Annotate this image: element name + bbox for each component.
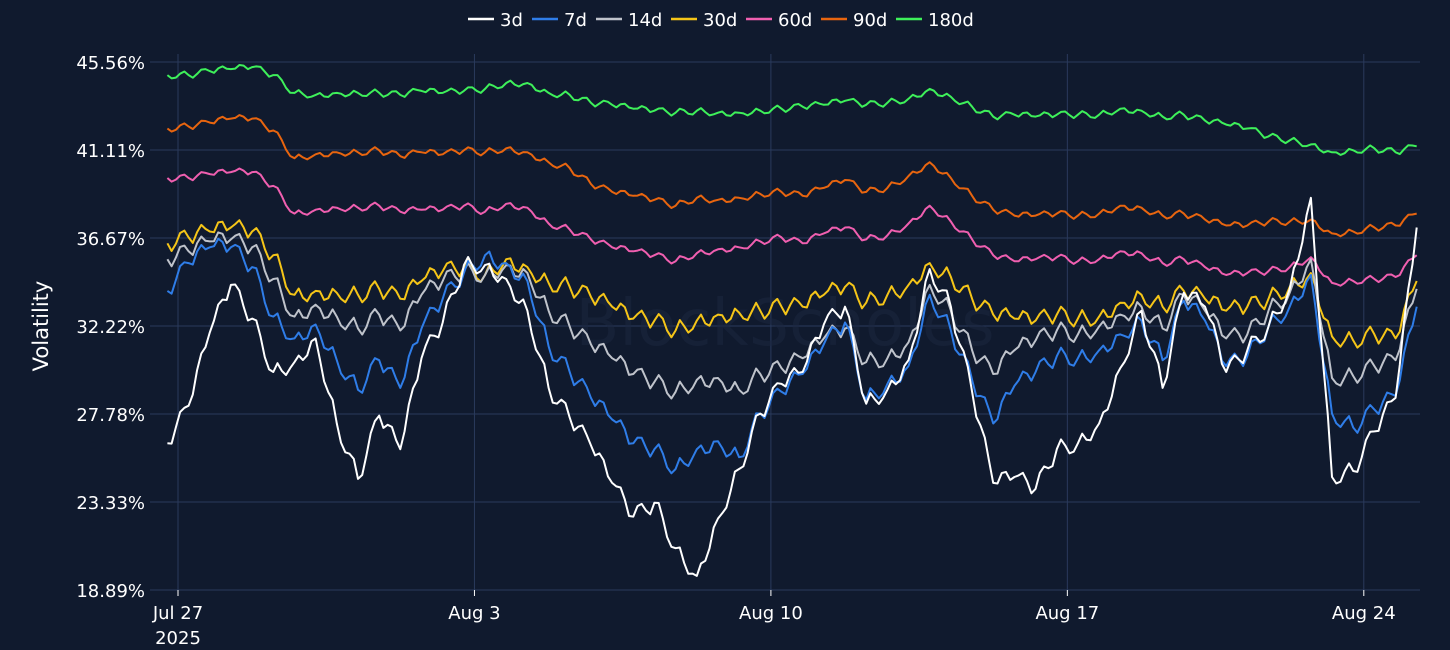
series-line-30d (166, 219, 1418, 349)
y-tick-label: 32.22% (76, 317, 145, 338)
y-axis: 18.89% 23.33% 27.78% 32.22% 36.67% 41.11% 45.5… (76, 53, 145, 602)
y-tick-label: 45.56% (76, 53, 145, 74)
legend-label: 7d (564, 10, 587, 31)
x-tick-label: Aug 3 (448, 603, 500, 624)
legend-item-60d[interactable]: 60d (746, 10, 812, 31)
y-tick-label: 41.11% (76, 141, 145, 162)
series-line-90d (166, 114, 1417, 238)
y-tick-label: 23.33% (76, 493, 145, 514)
y-tick-label: 36.67% (76, 229, 145, 250)
series-line-3d (167, 196, 1418, 577)
legend-item-14d[interactable]: 14d (596, 10, 662, 31)
x-tick-sublabel: 2025 (155, 628, 201, 649)
series-line-180d (166, 64, 1417, 156)
x-tick-label: Aug 10 (739, 603, 803, 624)
x-tick-label: Jul 27 (152, 603, 203, 624)
x-tick-label: Aug 17 (1035, 603, 1099, 624)
legend-label: 30d (703, 10, 737, 31)
legend-item-3d[interactable]: 3d (468, 10, 523, 31)
grid (150, 54, 1420, 591)
legend-label: 180d (928, 10, 974, 31)
series-group (166, 64, 1418, 577)
legend: 3d 7d 14d 30d 60d 90d 180d (468, 10, 974, 31)
legend-label: 3d (500, 10, 523, 31)
legend-item-7d[interactable]: 7d (532, 10, 587, 31)
series-line-60d (166, 167, 1418, 287)
legend-label: 90d (853, 10, 887, 31)
series-line-7d (166, 237, 1418, 475)
y-tick-label: 18.89% (76, 581, 145, 602)
legend-label: 14d (628, 10, 662, 31)
y-axis-title: Volatility (29, 281, 53, 372)
legend-label: 60d (778, 10, 812, 31)
legend-item-180d[interactable]: 180d (896, 10, 974, 31)
x-axis: Jul 27 2025 Aug 3 Aug 10 Aug 17 Aug 24 (152, 590, 1396, 649)
legend-item-30d[interactable]: 30d (671, 10, 737, 31)
x-tick-label: Aug 24 (1332, 603, 1396, 624)
y-tick-label: 27.78% (76, 405, 145, 426)
legend-item-90d[interactable]: 90d (821, 10, 887, 31)
